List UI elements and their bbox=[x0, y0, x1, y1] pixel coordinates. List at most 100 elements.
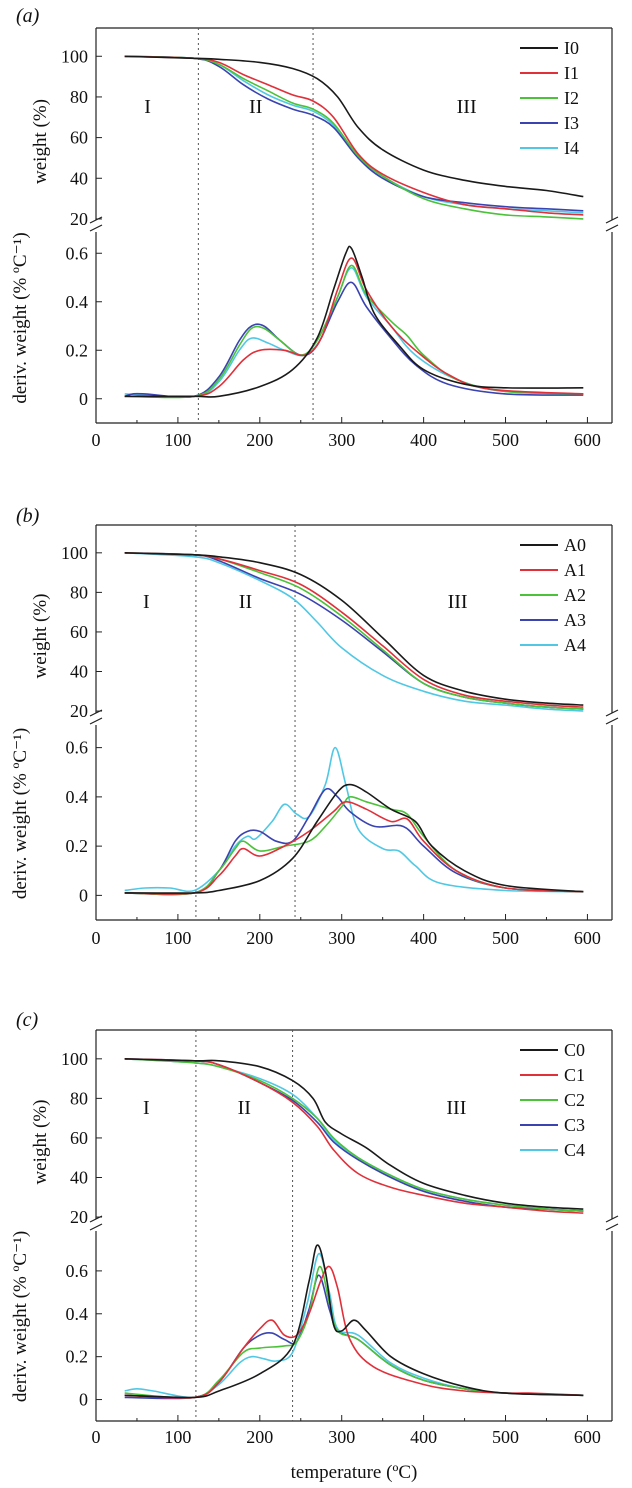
deriv-line-A0 bbox=[124, 783, 584, 894]
deriv-line-A1 bbox=[124, 800, 584, 895]
weight-line-A0 bbox=[124, 552, 584, 706]
deriv-tick-label: 0.6 bbox=[66, 738, 89, 758]
weight-line-I4 bbox=[124, 55, 584, 214]
deriv-line-A3 bbox=[124, 787, 584, 896]
weight-tick-label: 100 bbox=[61, 543, 88, 563]
legend-label-A3: A3 bbox=[564, 610, 586, 630]
legend-label-I0: I0 bbox=[564, 38, 579, 58]
chart-panel-1: 0 100 200 300 400 500 600 20 40 60 80 100 0 0.2 0.4 0.6… bbox=[10, 5, 619, 450]
panel-label: (b) bbox=[16, 505, 40, 527]
deriv-axis-title: deriv. weight (% ºC⁻¹) bbox=[10, 1231, 31, 1402]
legend-label-A0: A0 bbox=[564, 535, 586, 555]
weight-line-C4 bbox=[124, 1058, 584, 1212]
weight-tick-label: 40 bbox=[70, 168, 88, 188]
x-axis-title: temperature (ºC) bbox=[291, 1462, 418, 1483]
x-tick-label: 200 bbox=[246, 1427, 273, 1447]
axis-break-mark bbox=[605, 224, 619, 232]
weight-tick-label: 40 bbox=[70, 1167, 88, 1187]
legend-label-I1: I1 bbox=[564, 63, 579, 83]
weight-line-I1 bbox=[124, 55, 584, 216]
axis-break-mark bbox=[605, 1223, 619, 1231]
x-tick-label: 600 bbox=[574, 1427, 601, 1447]
weight-tick-label: 100 bbox=[61, 1049, 88, 1069]
x-tick-label: 600 bbox=[574, 430, 601, 450]
chart-panel-2: 0 100 200 300 400 500 600 20 40 60 80 100 0 0.2 0.4 0.6… bbox=[10, 505, 619, 948]
deriv-tick-label: 0.2 bbox=[66, 1347, 89, 1367]
axis-break-mark bbox=[89, 224, 103, 232]
deriv-tick-label: 0.6 bbox=[66, 243, 89, 263]
deriv-tick-label: 0 bbox=[79, 885, 88, 905]
axis-break-mark bbox=[89, 717, 103, 725]
weight-line-A3 bbox=[124, 552, 584, 710]
deriv-line-C2 bbox=[124, 1265, 584, 1399]
panel-label: (a) bbox=[16, 5, 40, 27]
deriv-line-I4 bbox=[124, 266, 584, 398]
axis-break-mark bbox=[89, 1223, 103, 1231]
weight-axis-title: weight (%) bbox=[30, 594, 51, 679]
legend-label-A2: A2 bbox=[564, 585, 586, 605]
legend-label-C3: C3 bbox=[564, 1115, 585, 1135]
axis-break-mark bbox=[605, 709, 619, 717]
x-tick-label: 0 bbox=[92, 430, 101, 450]
x-tick-label: 500 bbox=[492, 430, 519, 450]
legend-label-C0: C0 bbox=[564, 1040, 585, 1060]
legend-label-C2: C2 bbox=[564, 1090, 585, 1110]
x-tick-label: 500 bbox=[492, 1427, 519, 1447]
legend-label-I2: I2 bbox=[564, 88, 579, 108]
region-label-II: II bbox=[239, 591, 252, 613]
deriv-line-A2 bbox=[124, 795, 584, 896]
deriv-tick-label: 0.4 bbox=[66, 787, 89, 807]
weight-line-A2 bbox=[124, 552, 584, 710]
region-label-I: I bbox=[143, 591, 150, 613]
weight-line-A1 bbox=[124, 552, 584, 708]
x-tick-label: 300 bbox=[328, 430, 355, 450]
weight-tick-label: 60 bbox=[70, 622, 88, 642]
x-tick-label: 500 bbox=[492, 928, 519, 948]
deriv-tick-label: 0.4 bbox=[66, 292, 89, 312]
axis-break-mark bbox=[605, 1215, 619, 1223]
x-tick-label: 200 bbox=[246, 928, 273, 948]
weight-tick-label: 20 bbox=[70, 1207, 88, 1227]
legend-label-A4: A4 bbox=[564, 635, 586, 655]
deriv-line-A4 bbox=[124, 746, 584, 893]
x-tick-label: 400 bbox=[410, 928, 437, 948]
weight-tick-label: 80 bbox=[70, 87, 88, 107]
x-tick-label: 300 bbox=[328, 1427, 355, 1447]
weight-tick-label: 80 bbox=[70, 582, 88, 602]
legend-label-A1: A1 bbox=[564, 560, 586, 580]
region-label-III: III bbox=[457, 96, 477, 118]
weight-line-I3 bbox=[124, 55, 584, 212]
weight-line-I2 bbox=[124, 55, 584, 220]
deriv-tick-label: 0 bbox=[79, 1390, 88, 1410]
deriv-line-C1 bbox=[124, 1265, 584, 1399]
region-label-II: II bbox=[238, 1097, 251, 1119]
weight-line-C1 bbox=[124, 1058, 584, 1214]
legend-label-C4: C4 bbox=[564, 1140, 585, 1160]
deriv-tick-label: 0.6 bbox=[66, 1261, 89, 1281]
x-tick-label: 200 bbox=[246, 430, 273, 450]
x-tick-label: 400 bbox=[410, 430, 437, 450]
region-label-III: III bbox=[446, 1097, 466, 1119]
axis-break-mark bbox=[605, 717, 619, 725]
x-tick-label: 100 bbox=[164, 1427, 191, 1447]
deriv-line-C4 bbox=[124, 1252, 584, 1399]
deriv-line-I3 bbox=[124, 281, 584, 399]
deriv-line-I0 bbox=[124, 245, 584, 398]
x-tick-label: 100 bbox=[164, 430, 191, 450]
deriv-tick-label: 0.4 bbox=[66, 1304, 89, 1324]
weight-tick-label: 80 bbox=[70, 1088, 88, 1108]
weight-tick-label: 20 bbox=[70, 701, 88, 721]
x-tick-label: 300 bbox=[328, 928, 355, 948]
deriv-tick-label: 0.2 bbox=[66, 836, 89, 856]
deriv-line-C0 bbox=[124, 1244, 584, 1399]
weight-line-I0 bbox=[124, 55, 584, 198]
x-tick-label: 0 bbox=[92, 1427, 101, 1447]
weight-axis-title: weight (%) bbox=[30, 99, 51, 184]
weight-axis-title: weight (%) bbox=[30, 1100, 51, 1185]
x-tick-label: 0 bbox=[92, 928, 101, 948]
weight-line-C2 bbox=[124, 1058, 584, 1212]
weight-line-A4 bbox=[124, 552, 584, 712]
panel-label: (c) bbox=[16, 1009, 39, 1031]
deriv-tick-label: 0 bbox=[79, 389, 88, 409]
